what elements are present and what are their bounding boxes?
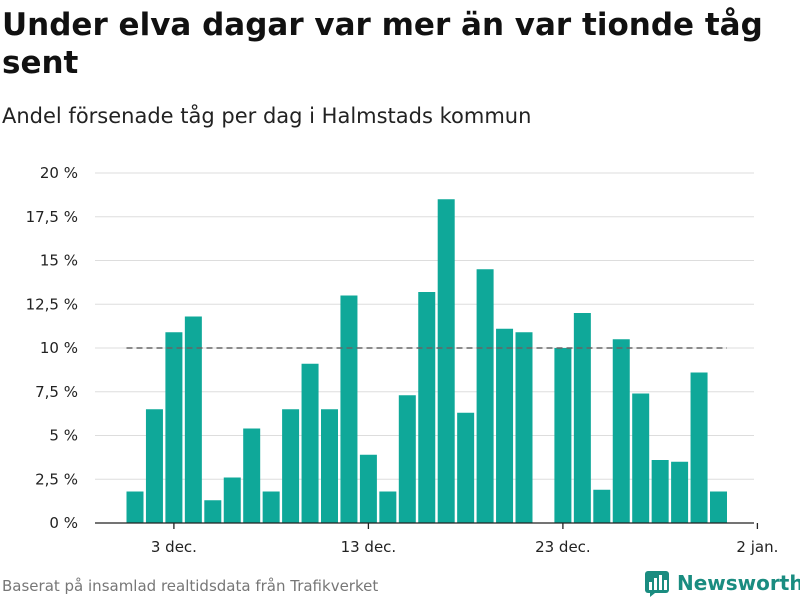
bar	[710, 491, 727, 523]
x-tick-label: 13 dec.	[341, 538, 397, 556]
source-note: Baserat på insamlad realtidsdata från Tr…	[2, 577, 379, 595]
bar	[165, 332, 183, 523]
bar	[651, 460, 669, 523]
bar-chart: 0 % 2,5 % 5 % 7,5 % 10 % 12,5 % 15 % 17,5 % 20 %…	[26, 164, 779, 556]
chart-title: Under elva dagar var mer än var tionde t…	[2, 7, 763, 81]
bar	[126, 491, 144, 523]
bar	[496, 328, 514, 523]
y-tick-label: 17,5 %	[26, 208, 78, 226]
bar	[359, 454, 377, 523]
y-tick-label: 10 %	[40, 339, 78, 357]
y-tick-label: 12,5 %	[26, 295, 78, 313]
y-tick-label: 20 %	[40, 164, 78, 182]
x-tick-label: 3 dec.	[151, 538, 197, 556]
bar	[671, 461, 689, 523]
bar	[632, 393, 650, 523]
bar	[340, 295, 358, 523]
bar	[554, 348, 572, 523]
bar	[612, 339, 630, 523]
bar	[457, 412, 475, 523]
bar	[515, 332, 533, 523]
bar	[379, 491, 397, 523]
y-tick-label: 0 %	[49, 514, 78, 532]
newsworthy-icon	[645, 571, 669, 597]
bar	[398, 395, 416, 523]
chart-subtitle: Andel försenade tåg per dag i Halmstads …	[2, 104, 532, 128]
bar	[243, 428, 261, 523]
bar	[437, 199, 455, 523]
bar	[690, 372, 708, 523]
brand-name: Newsworthy	[677, 571, 800, 595]
y-tick-label: 7,5 %	[35, 383, 78, 401]
bar	[204, 500, 222, 523]
bar	[262, 491, 280, 523]
y-tick-label: 2,5 %	[35, 470, 78, 488]
bar	[145, 409, 163, 523]
y-tick-label: 15 %	[40, 252, 78, 270]
bar	[223, 477, 241, 523]
bar	[593, 489, 611, 523]
x-tick-label: 2 jan.	[736, 538, 778, 556]
brand-logo: Newsworthy	[644, 569, 800, 597]
bar	[476, 269, 494, 523]
bar	[321, 409, 338, 523]
bar	[301, 363, 319, 523]
bar	[573, 313, 591, 523]
bar	[184, 316, 202, 523]
bar	[418, 292, 436, 523]
bar	[282, 409, 300, 523]
y-tick-label: 5 %	[49, 427, 78, 445]
x-tick-label: 23 dec.	[535, 538, 591, 556]
